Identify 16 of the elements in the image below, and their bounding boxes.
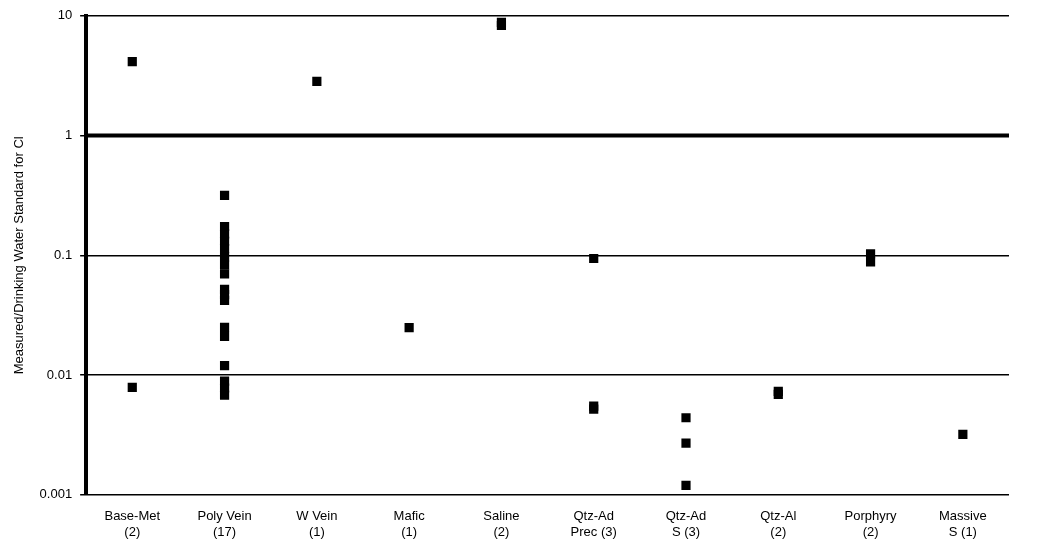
x-tick-label: Massive S (1) xyxy=(939,508,987,539)
x-tick-label: W Vein (1) xyxy=(296,508,338,539)
y-tick-label: 0.01 xyxy=(46,366,73,382)
y-tick-label: 0.001 xyxy=(39,486,73,502)
x-tick-label: Qtz-Ad S (3) xyxy=(665,508,707,539)
y-axis-title: Measured/Drinking Water Standard for Cl xyxy=(11,136,27,375)
y-tick-label: 0.1 xyxy=(54,246,73,262)
y-tick-label: 1 xyxy=(64,127,73,143)
x-tick-label: Base-Met (2) xyxy=(104,508,161,539)
x-tick-label: Saline (2) xyxy=(483,508,520,539)
x-tick-label: Mafic (1) xyxy=(393,508,426,539)
x-tick-label: Qtz-Al (2) xyxy=(760,508,797,539)
x-tick-label: Qtz-Ad Prec (3) xyxy=(570,508,617,539)
x-tick-label: Poly Vein (17) xyxy=(197,508,252,539)
x-tick-label: Porphyry (2) xyxy=(844,508,898,539)
y-tick-label: 10 xyxy=(57,7,73,23)
